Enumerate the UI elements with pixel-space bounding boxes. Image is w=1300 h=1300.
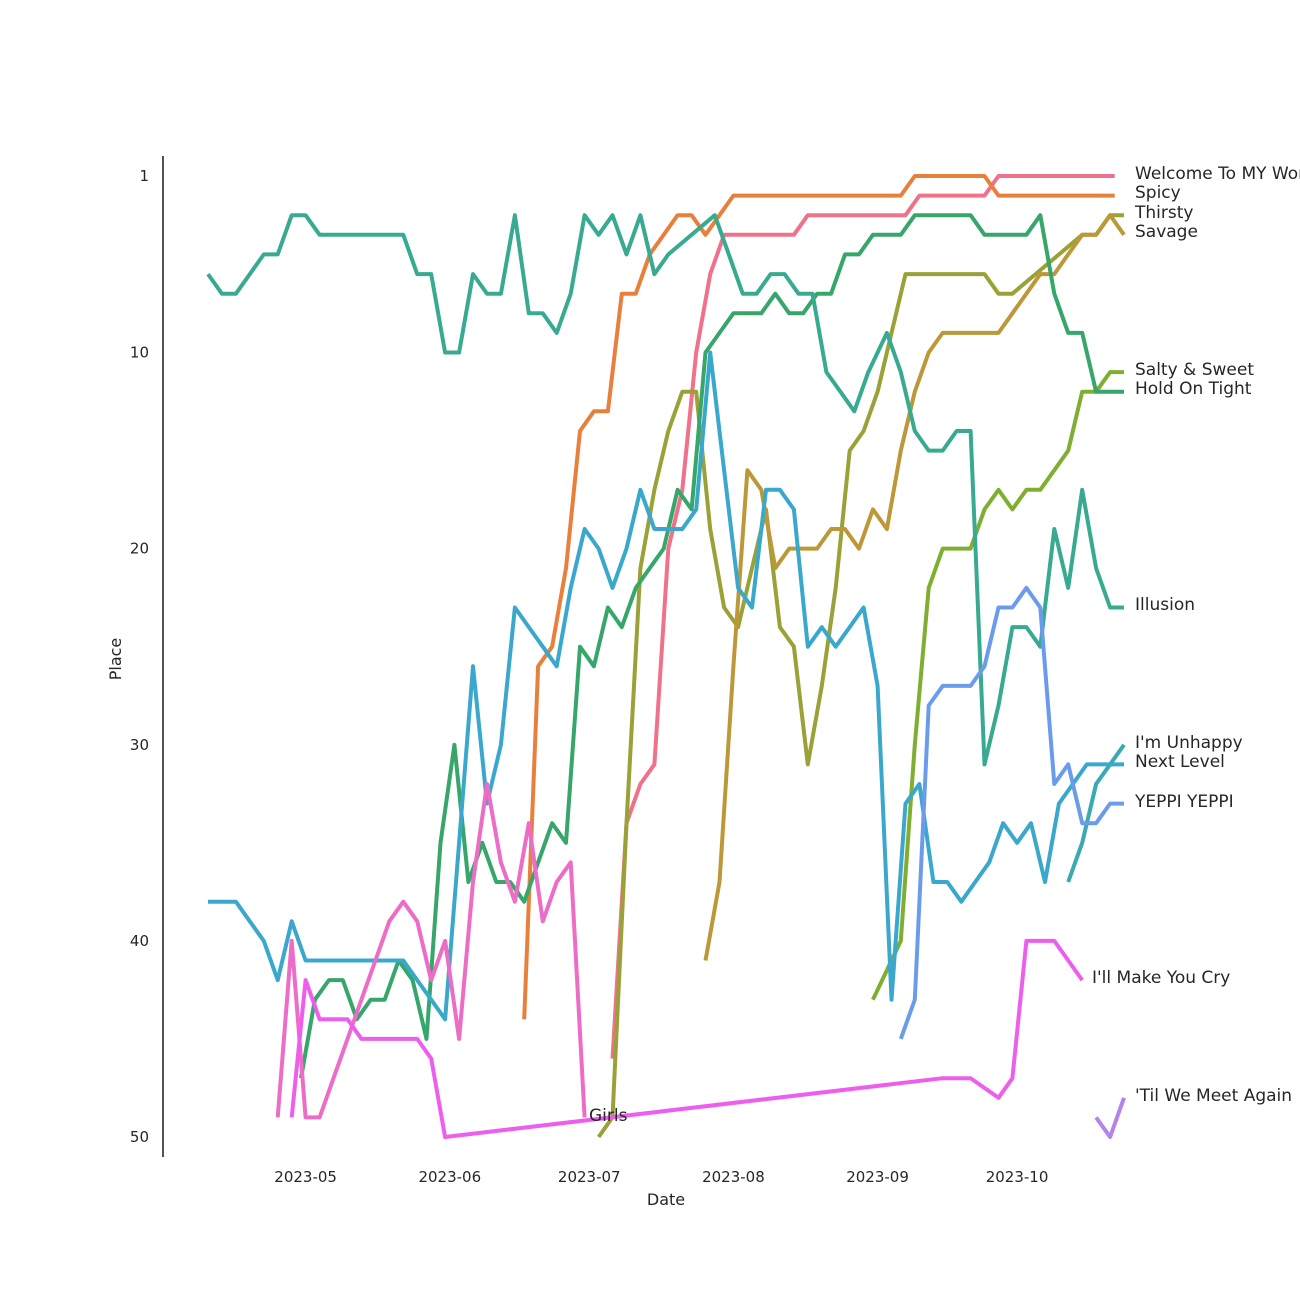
series-label-salty-sweet: Salty & Sweet — [1135, 360, 1254, 380]
series-label-yeppi-yeppi: YEPPI YEPPI — [1134, 792, 1234, 812]
series-labels: Welcome To MY WorldSpicyThirstySavage Sal… — [589, 164, 1300, 1126]
series-label-illusion: Illusion — [1135, 595, 1195, 615]
series-label-thirsty: Thirsty — [1134, 203, 1193, 223]
series-line-salty-sweet — [871, 370, 1124, 1001]
x-axis-ticks: 2023-05 2023-06 2023-07 2023-08 2023-09 2023-… — [274, 1168, 1048, 1186]
y-tick-label-50: 50 — [130, 1128, 149, 1146]
x-tick-label-2023-07: 2023-07 — [558, 1168, 621, 1186]
x-tick-label-2023-09: 2023-09 — [846, 1168, 909, 1186]
series-label-welcome-to-my-world: Welcome To MY World — [1135, 164, 1300, 184]
y-tick-label-40: 40 — [130, 932, 149, 950]
series-label-girls: Girls — [589, 1106, 628, 1126]
series-line-welcome-to-my-world — [610, 174, 1115, 1059]
x-tick-label-2023-05: 2023-05 — [274, 1168, 337, 1186]
y-axis-ticks: 1 10 20 30 40 50 — [130, 167, 149, 1146]
series-line-yeppi-yeppi — [898, 585, 1124, 1040]
y-tick-label-1: 1 — [139, 167, 149, 185]
series-line-hold-on-tight — [299, 213, 1124, 1079]
series-line-i-m-unhappy — [1066, 743, 1126, 883]
y-tick-label-20: 20 — [130, 540, 149, 558]
x-tick-label-2023-10: 2023-10 — [986, 1168, 1049, 1186]
series-layer — [206, 174, 1126, 1139]
series-line-thirsty — [596, 213, 1124, 1139]
series-label-i-ll-make-you-cry: I'll Make You Cry — [1092, 968, 1230, 988]
series-line-til-we-meet-again — [1094, 1097, 1126, 1139]
series-line-girls — [275, 782, 587, 1120]
y-tick-label-10: 10 — [130, 344, 149, 362]
series-line-savage — [703, 213, 1126, 961]
series-label-spicy: Spicy — [1135, 183, 1181, 203]
series-label-savage: Savage — [1135, 222, 1198, 242]
series-line-next-level — [208, 350, 1124, 1022]
series-label-til-we-meet-again: 'Til We Meet Again — [1135, 1086, 1292, 1106]
series-line-spicy — [522, 174, 1115, 1020]
x-tick-label-2023-06: 2023-06 — [418, 1168, 481, 1186]
series-label-next-level: Next Level — [1135, 752, 1225, 772]
y-tick-label-30: 30 — [130, 736, 149, 754]
series-line-illusion — [206, 213, 1124, 767]
series-line-i-ll-make-you-cry — [289, 938, 1084, 1139]
series-label-i-m-unhappy: I'm Unhappy — [1135, 733, 1243, 753]
x-tick-label-2023-08: 2023-08 — [702, 1168, 765, 1186]
y-axis-title: Place — [106, 638, 125, 681]
x-axis-title: Date — [647, 1190, 685, 1209]
series-label-hold-on-tight: Hold On Tight — [1135, 379, 1252, 399]
